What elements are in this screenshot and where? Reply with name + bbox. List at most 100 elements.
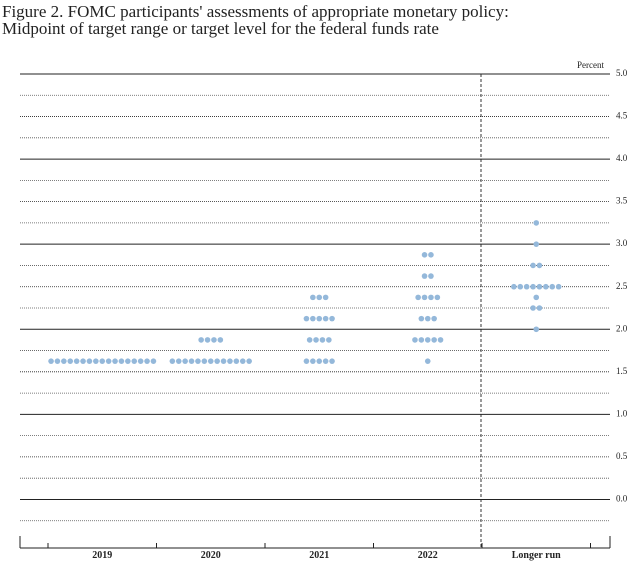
dot [543, 283, 549, 290]
dot [424, 358, 431, 364]
dot [306, 337, 313, 343]
y-axis-label: Percent [577, 60, 604, 70]
x-tick-label: 2021 [309, 550, 329, 561]
x-tick-label: 2019 [92, 550, 112, 561]
dot [99, 358, 106, 364]
dot [310, 358, 316, 364]
dot [195, 358, 201, 364]
dot [303, 315, 310, 322]
dot [418, 337, 425, 343]
dot [431, 315, 437, 322]
dot [137, 358, 144, 364]
x-tick-label: 2022 [418, 550, 438, 561]
dot [517, 283, 524, 290]
dot [511, 283, 517, 290]
dot [93, 358, 99, 364]
dot [431, 337, 437, 343]
dot [316, 294, 323, 301]
dot [310, 294, 316, 301]
dot [326, 337, 332, 343]
dot [415, 294, 421, 301]
dot [54, 358, 61, 364]
dot [201, 358, 208, 364]
dot [214, 358, 220, 364]
dot [428, 252, 434, 258]
dot [220, 358, 227, 364]
dot [424, 315, 431, 322]
dot [533, 294, 540, 301]
dot [207, 358, 214, 364]
y-tick-label: 2.5 [616, 281, 628, 291]
x-tick-label: Longer run [512, 550, 561, 561]
dot [246, 358, 252, 364]
dot [322, 294, 329, 301]
dot [434, 294, 441, 301]
dot [418, 315, 425, 322]
dot [530, 283, 536, 290]
dot [310, 315, 316, 322]
dot [536, 283, 543, 290]
dot [198, 337, 204, 343]
y-tick-label: 0.0 [616, 494, 628, 504]
dot [329, 315, 335, 322]
y-tick-label: 4.0 [616, 153, 628, 163]
dot [125, 358, 131, 364]
y-tick-label: 1.0 [616, 408, 628, 418]
dot [204, 337, 211, 343]
dot [105, 358, 112, 364]
y-tick-label: 3.5 [616, 196, 628, 206]
dot [73, 358, 80, 364]
chart-subtitle: Midpoint of target range or target level… [2, 19, 439, 38]
y-tick-label: 3.0 [616, 238, 628, 248]
dot [329, 358, 335, 364]
dot [412, 337, 418, 343]
dot [188, 358, 195, 364]
dot [303, 358, 310, 364]
dot [437, 337, 444, 343]
dot [421, 273, 428, 279]
dot [313, 337, 319, 343]
dot [144, 358, 150, 364]
y-tick-label: 1.5 [616, 366, 628, 376]
dot [316, 315, 323, 322]
dot [112, 358, 118, 364]
dot [322, 315, 329, 322]
dot [421, 294, 428, 301]
dot [316, 358, 323, 364]
y-tick-label: 0.5 [616, 451, 628, 461]
dot [239, 358, 246, 364]
dot [536, 262, 543, 269]
dot [80, 358, 86, 364]
dot [530, 262, 536, 269]
dot [530, 305, 536, 311]
dot [118, 358, 125, 364]
dot [533, 326, 540, 333]
dot [533, 220, 540, 226]
dot [428, 273, 434, 279]
dot [555, 283, 562, 290]
y-tick-label: 4.5 [616, 111, 628, 121]
dot [217, 337, 224, 343]
y-tick-label: 5.0 [616, 68, 628, 78]
dot [319, 337, 326, 343]
dot [523, 283, 530, 290]
dot [86, 358, 93, 364]
dot [549, 283, 556, 290]
dot [227, 358, 233, 364]
dot [211, 337, 217, 343]
dot [61, 358, 67, 364]
dot [533, 241, 540, 247]
dot [182, 358, 188, 364]
dot [150, 358, 157, 364]
dot [67, 358, 74, 364]
dot [169, 358, 176, 364]
x-tick-label: 2020 [201, 550, 221, 561]
y-tick-label: 2.0 [616, 323, 628, 333]
dot [428, 294, 434, 301]
dot [421, 252, 428, 258]
dot [175, 358, 182, 364]
dot [48, 358, 54, 364]
dot [322, 358, 329, 364]
dot [233, 358, 240, 364]
